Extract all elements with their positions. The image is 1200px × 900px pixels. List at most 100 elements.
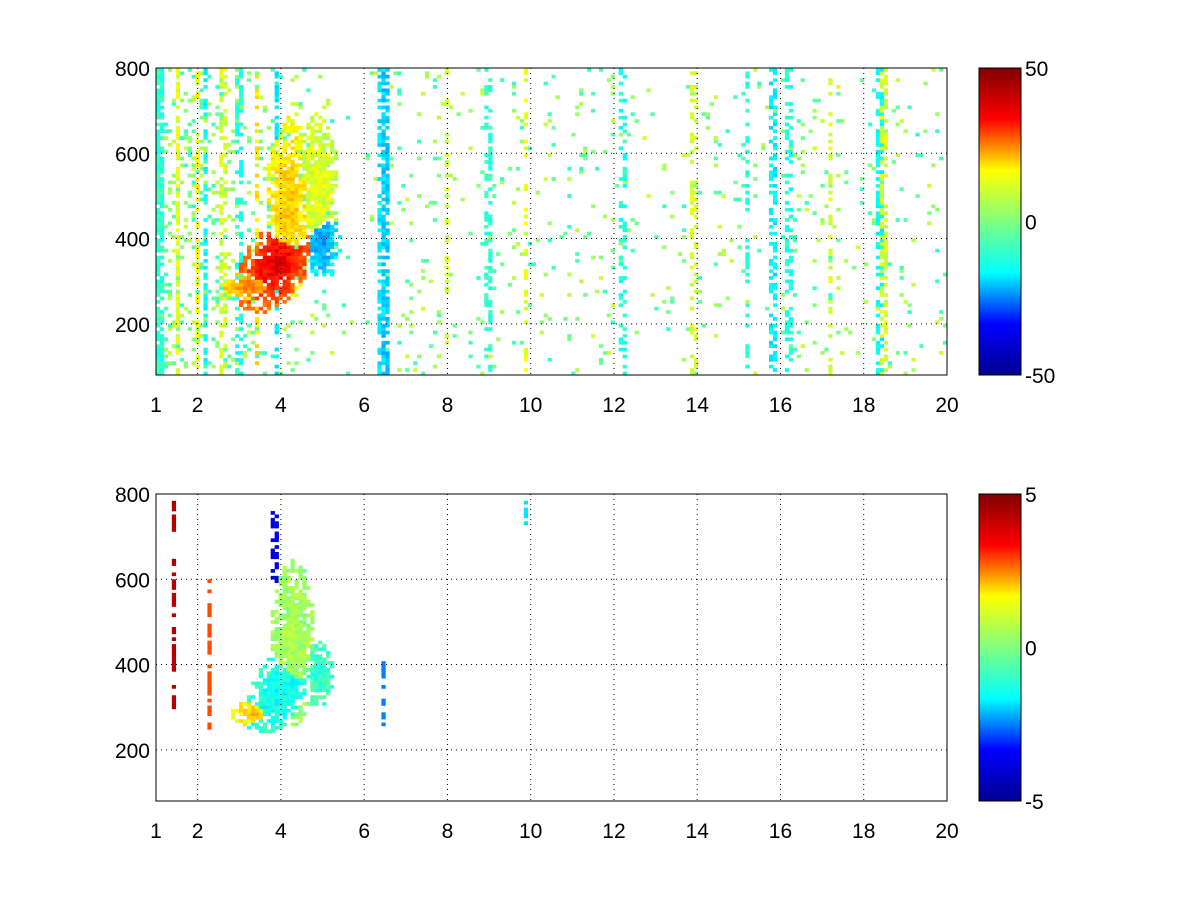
bottom-heatmap-cell bbox=[278, 691, 283, 696]
top-heatmap-cell bbox=[745, 122, 750, 127]
bottom-heatmap-cell bbox=[270, 511, 275, 515]
top-heatmap-cell bbox=[523, 98, 529, 103]
top-heatmap-cell bbox=[772, 262, 778, 267]
top-heatmap-cell bbox=[883, 156, 888, 161]
top-heatmap-cell bbox=[195, 337, 200, 342]
top-heatmap-cell bbox=[183, 361, 188, 366]
top-heatmap-cell bbox=[195, 139, 200, 144]
top-heatmap-cell bbox=[381, 310, 386, 314]
bottom-heatmap-cell bbox=[302, 575, 307, 580]
top-heatmap-cell bbox=[294, 224, 299, 229]
top-heatmap-cell bbox=[713, 139, 718, 144]
top-heatmap-cell bbox=[310, 190, 315, 195]
top-heatmap-cell bbox=[203, 272, 208, 277]
top-heatmap-cell bbox=[828, 296, 833, 301]
bottom-heatmap-cell bbox=[286, 688, 291, 693]
top-heatmap-cell bbox=[243, 255, 248, 260]
top-heatmap-cell bbox=[693, 183, 699, 188]
top-heatmap-cell bbox=[294, 269, 299, 273]
top-heatmap-cell bbox=[745, 183, 750, 188]
top-heatmap-cell bbox=[223, 74, 228, 79]
top-heatmap-cell bbox=[377, 313, 382, 318]
top-heatmap-cell bbox=[598, 255, 604, 260]
top-heatmap-cell bbox=[266, 170, 271, 175]
top-heatmap-cell bbox=[223, 323, 228, 328]
bottom-heatmap-cell bbox=[381, 715, 386, 720]
bottom-heatmap-cell bbox=[274, 654, 279, 659]
top-heatmap-cell bbox=[939, 68, 944, 72]
top-heatmap-cell bbox=[274, 98, 279, 103]
bottom-heatmap-cell bbox=[326, 691, 331, 696]
top-heatmap-cell bbox=[199, 105, 204, 110]
top-heatmap-cell bbox=[745, 259, 750, 263]
bottom-heatmap-cell bbox=[381, 685, 386, 689]
top-heatmap-cell bbox=[156, 289, 161, 294]
top-heatmap-cell bbox=[772, 286, 778, 291]
top-heatmap-cell bbox=[622, 170, 627, 175]
top-heatmap-cell bbox=[262, 289, 268, 294]
top-heatmap-cell bbox=[713, 190, 718, 195]
top-heatmap-cell bbox=[219, 293, 224, 297]
top-heatmap-cell bbox=[318, 160, 323, 164]
top-heatmap-cell bbox=[310, 166, 315, 171]
bottom-heatmap-cell bbox=[310, 637, 315, 641]
bottom-heatmap-cell bbox=[266, 698, 271, 703]
top-heatmap-cell bbox=[911, 357, 916, 362]
top-heatmap-cell bbox=[875, 371, 881, 376]
top-heatmap-cell bbox=[610, 265, 616, 270]
top-heatmap-cell bbox=[377, 177, 382, 181]
top-heatmap-cell bbox=[231, 279, 236, 284]
top-heatmap-cell bbox=[270, 293, 275, 297]
top-heatmap-cell bbox=[844, 259, 849, 263]
top-heatmap-cell bbox=[943, 340, 948, 345]
top-heatmap-cell bbox=[511, 81, 517, 86]
top-heatmap-cell bbox=[476, 317, 481, 321]
top-heatmap-cell bbox=[159, 146, 165, 151]
top-heatmap-cell bbox=[377, 323, 382, 328]
bottom-heatmap-cell bbox=[266, 671, 271, 676]
top-heatmap-cell bbox=[266, 272, 271, 277]
top-heatmap-cell bbox=[310, 207, 315, 212]
bottom-heatmap-cell bbox=[246, 719, 252, 723]
top-heatmap-cell bbox=[310, 129, 315, 134]
top-heatmap-cell bbox=[689, 187, 695, 192]
top-heatmap-cell bbox=[215, 204, 220, 209]
top-heatmap-cell bbox=[480, 88, 485, 93]
bottom-heatmap-cell bbox=[270, 524, 275, 529]
top-heatmap-cell bbox=[579, 170, 584, 175]
bottom-heatmap-cell bbox=[278, 702, 283, 706]
top-heatmap-cell bbox=[266, 177, 271, 181]
top-heatmap-cell bbox=[159, 183, 165, 188]
top-heatmap-cell bbox=[219, 204, 224, 209]
bottom-heatmap-cell bbox=[286, 609, 291, 614]
top-heatmap-cell bbox=[298, 262, 303, 267]
top-heatmap-cell bbox=[784, 337, 790, 342]
top-heatmap-cell bbox=[175, 146, 181, 151]
top-heatmap-cell bbox=[381, 330, 386, 335]
top-heatmap-cell bbox=[298, 180, 303, 185]
bottom-heatmap-cell bbox=[310, 681, 315, 686]
top-heatmap-cell bbox=[397, 201, 402, 205]
top-heatmap-cell bbox=[784, 262, 790, 267]
top-heatmap-cell bbox=[409, 296, 414, 301]
top-heatmap-cell bbox=[156, 68, 161, 72]
top-heatmap-cell bbox=[282, 149, 287, 154]
top-heatmap-cell bbox=[310, 173, 315, 178]
bottom-heatmap-cell bbox=[278, 671, 283, 676]
bottom-heatmap-cell bbox=[298, 671, 303, 676]
top-heatmap-cell bbox=[792, 293, 797, 297]
bottom-x-tick-label: 14 bbox=[686, 820, 710, 843]
top-heatmap-cell bbox=[274, 286, 279, 291]
top-heatmap-cell bbox=[693, 180, 699, 185]
top-heatmap-cell bbox=[298, 231, 303, 236]
top-heatmap-cell bbox=[274, 183, 279, 188]
top-heatmap-cell bbox=[294, 204, 299, 209]
top-heatmap-cell bbox=[753, 177, 758, 181]
top-heatmap-cell bbox=[254, 279, 260, 284]
top-heatmap-cell bbox=[310, 351, 315, 355]
top-heatmap-cell bbox=[883, 136, 888, 140]
bottom-heatmap-cell bbox=[322, 647, 327, 652]
top-heatmap-cell bbox=[385, 81, 390, 86]
top-heatmap-cell bbox=[745, 347, 750, 352]
top-heatmap-cell bbox=[828, 177, 833, 181]
